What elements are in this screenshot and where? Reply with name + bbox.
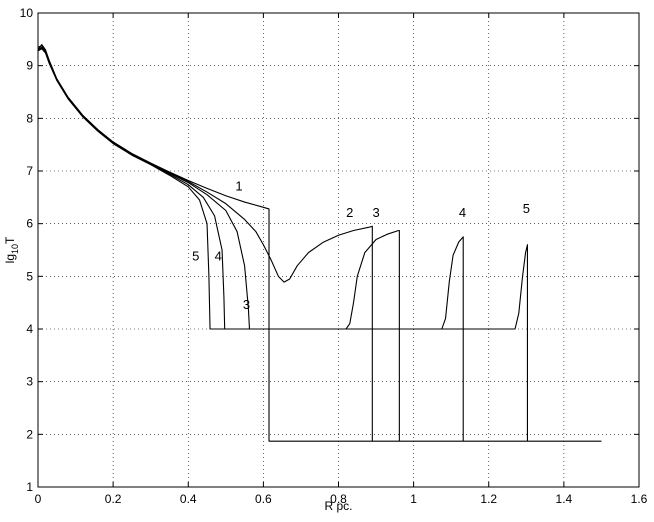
curve-label: 3	[243, 297, 250, 312]
curve-label: 3	[372, 205, 379, 220]
y-tick-label: 5	[26, 269, 33, 283]
x-tick-label: 1.6	[631, 492, 648, 506]
curve-label: 1	[235, 178, 242, 193]
y-tick-label: 6	[26, 217, 33, 231]
x-tick-label: 0.2	[105, 492, 122, 506]
curve-label: 4	[459, 205, 466, 220]
x-tick-label: 0.4	[180, 492, 197, 506]
series-group	[37, 44, 602, 442]
y-tick-label: 7	[26, 164, 33, 178]
curve-label: 4	[215, 249, 222, 264]
curve-label: 2	[346, 205, 353, 220]
x-tick-label: 1.4	[556, 492, 573, 506]
x-tick-label: 1	[410, 492, 417, 506]
y-tick-label: 1	[26, 480, 33, 494]
ticks: 0 0.2 0.4 0.6 0.8 1 1.2 1.4 1.6 1 2 3 4 5 6 7 8 9 10	[20, 6, 648, 506]
x-tick-label: 0.6	[255, 492, 272, 506]
x-tick-label: 0	[35, 492, 42, 506]
curve-label: 5	[523, 201, 530, 216]
x-tick-label: 0.8	[330, 492, 347, 506]
series-line-5	[37, 48, 528, 442]
x-axis-label: R pc.	[324, 499, 352, 513]
y-tick-label: 3	[26, 375, 33, 389]
x-tick-label: 1.2	[480, 492, 497, 506]
y-tick-label: 2	[26, 427, 33, 441]
curve-labels: 1 2 3 4 5 5 4 3	[192, 178, 530, 312]
y-axis-label-tail: T	[3, 236, 17, 244]
y-tick-label: 8	[26, 111, 33, 125]
y-axis-label-main: lg	[3, 254, 17, 263]
curve-label: 5	[192, 249, 199, 264]
y-tick-label: 4	[26, 322, 33, 336]
y-axis-label-subscript: 10	[10, 244, 20, 254]
y-tick-label: 9	[26, 59, 33, 73]
y-tick-label: 10	[20, 6, 34, 20]
y-axis-label: lg10T	[3, 236, 20, 263]
